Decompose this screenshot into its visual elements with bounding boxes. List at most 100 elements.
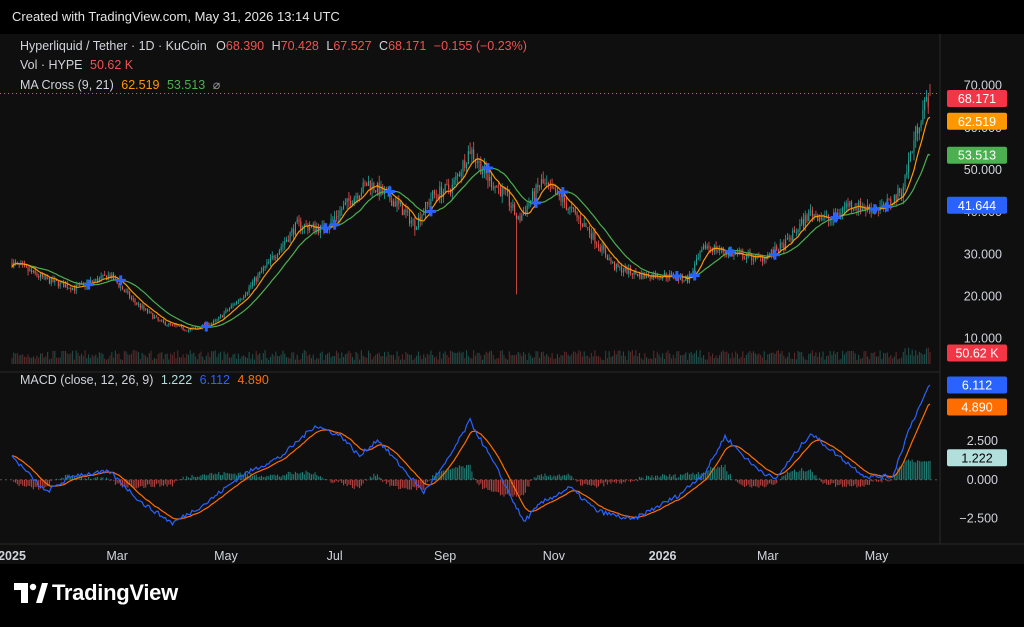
volume-bar [129, 355, 131, 364]
volume-bar [261, 359, 263, 364]
candle-body [326, 229, 329, 232]
volume-bar [510, 355, 512, 364]
candle-body [448, 184, 450, 190]
volume-bar [195, 356, 197, 364]
candle-body [136, 302, 138, 305]
macd-histogram-bar [601, 479, 603, 484]
last-price-badge-box [947, 89, 1007, 107]
candle-body [752, 259, 755, 261]
candle-body [899, 188, 901, 193]
volume-bar [134, 350, 136, 364]
open-label: O [216, 39, 226, 53]
macd-histogram-bar [471, 471, 473, 480]
candle-body [130, 297, 132, 299]
chart-area[interactable]: 10.00020.00030.00040.00050.00060.00070.0… [0, 34, 1024, 564]
candle-body [291, 229, 293, 233]
macd-histogram-bar [280, 476, 282, 480]
candle-body [908, 160, 910, 172]
candle-body [152, 313, 154, 319]
macd-histogram-bar [687, 472, 689, 480]
candle-body [47, 278, 49, 280]
volume-bar [908, 347, 910, 364]
volume-bar [303, 350, 305, 364]
volume-bar [528, 352, 530, 364]
candle-body [214, 320, 216, 322]
volume-bar [551, 353, 553, 364]
candle-body [692, 271, 694, 274]
candle-body [754, 254, 756, 260]
volume-bar [196, 359, 198, 364]
macd-histogram-bar [161, 479, 163, 486]
volume-bar [883, 352, 885, 364]
volume-bar [785, 358, 787, 364]
macd-histogram-bar [134, 479, 136, 488]
macd-histogram-bar [88, 476, 90, 480]
volume-bar [143, 354, 145, 364]
volume-bar [305, 351, 307, 364]
volume-bar [319, 352, 321, 364]
macd-histogram-bar [148, 479, 150, 485]
time-tick-label: May [865, 549, 889, 563]
volume-bar [100, 353, 102, 364]
candle-body [583, 223, 585, 227]
macd-histogram-bar [107, 478, 109, 480]
volume-bar [184, 357, 186, 364]
volume-bar [904, 348, 906, 364]
candle-body [660, 277, 662, 279]
volume-bar [838, 359, 840, 364]
candle-body [252, 282, 254, 286]
macd-histogram-bar [145, 479, 147, 488]
volume-bar [540, 352, 542, 364]
candle-body [223, 313, 225, 318]
candle-body [168, 323, 170, 325]
volume-bar [924, 353, 926, 364]
macd-histogram-bar [631, 479, 633, 481]
volume-bar [517, 351, 519, 364]
candle-body [134, 299, 136, 303]
candle-body [537, 185, 539, 187]
macd-histogram-bar [366, 479, 368, 481]
volume-bar [868, 359, 870, 364]
macd-histogram-bar [875, 479, 878, 482]
candle-body [105, 275, 108, 280]
ma-visibility-icon[interactable]: ⌀ [212, 78, 221, 92]
volume-bar [391, 354, 393, 364]
volume-bar [490, 350, 493, 364]
ma-cross-marker [557, 187, 568, 198]
candle-body [27, 267, 29, 272]
macd-signal-value: 4.890 [237, 373, 269, 387]
candle-body [624, 267, 626, 272]
ma-cross-marker [830, 212, 841, 223]
macd-histogram-bar [836, 479, 838, 486]
macd-histogram-bar [214, 473, 216, 480]
volume-bar [302, 353, 304, 364]
candle-body [592, 232, 594, 240]
candle-body [758, 254, 760, 257]
candle-body [856, 208, 858, 211]
volume-bar [776, 351, 778, 364]
macd-histogram-bar [102, 477, 104, 480]
macd-histogram-bar [624, 479, 626, 483]
candle-body [262, 267, 264, 272]
candle-body [911, 151, 913, 153]
macd-histogram-bar [608, 479, 610, 482]
candle-body [779, 243, 781, 253]
macd-histogram-bar [444, 470, 446, 480]
candle-body [351, 203, 353, 206]
macd-histogram-bar [269, 474, 272, 480]
candle-body [120, 286, 122, 288]
volume-bar [521, 355, 523, 364]
candle-body [309, 227, 311, 231]
macd-histogram-bar [628, 479, 630, 481]
macd-histogram-bar [394, 479, 396, 487]
volume-bar [380, 356, 382, 364]
volume-bar [663, 358, 665, 364]
candle-body [555, 188, 557, 195]
candle-body [813, 213, 815, 217]
macd-legend: MACD (close, 12, 26, 9) 1.222 6.112 4.89… [20, 373, 269, 387]
volume-bar [234, 353, 236, 364]
volume-bar [50, 358, 52, 364]
volume-bar [849, 350, 851, 364]
macd-histogram-bar [116, 479, 118, 484]
volume-bar [508, 351, 510, 364]
